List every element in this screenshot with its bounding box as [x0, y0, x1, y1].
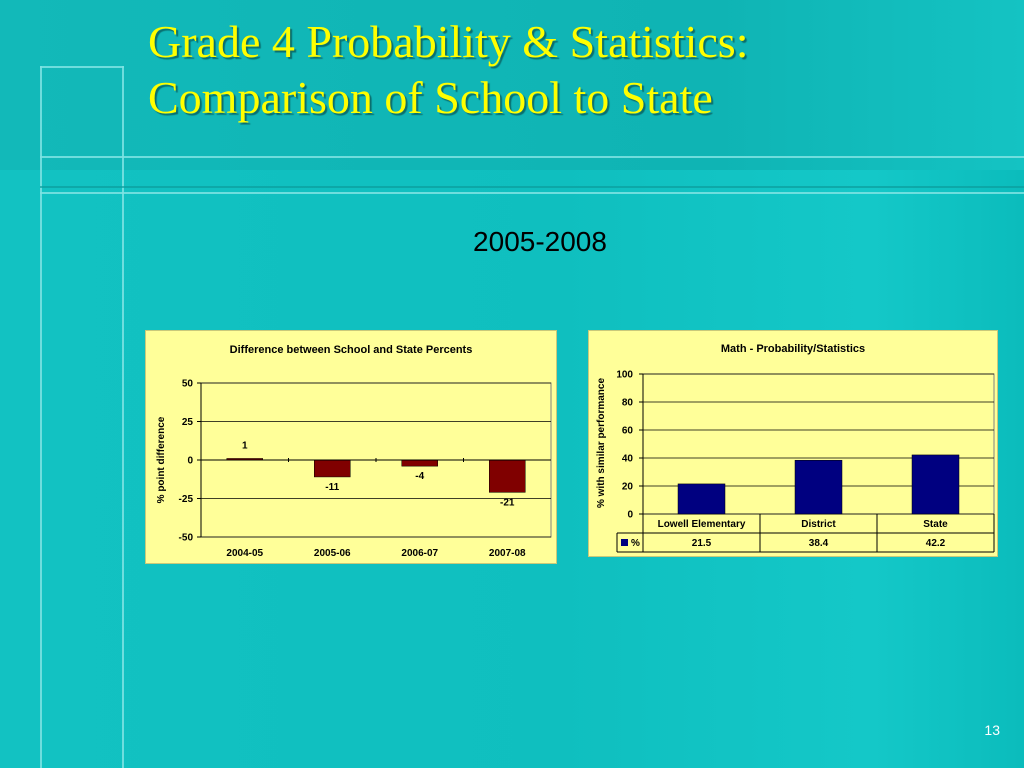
- title-line-2: Comparison of School to State: [148, 72, 713, 123]
- performance-chart-svg: Math - Probability/Statistics % with sim…: [596, 343, 995, 553]
- x-tick-label-2005-06: 2005-06: [314, 548, 351, 559]
- y-tick-label: 0: [627, 510, 633, 521]
- data-label-2004-05: 1: [242, 440, 248, 451]
- y-tick-label: -25: [179, 494, 194, 505]
- y-tick-label: 20: [622, 482, 634, 493]
- data-label-2005-06: -11: [325, 482, 339, 493]
- category-label-district: District: [801, 519, 836, 530]
- frame-line-mid-1: [40, 156, 1024, 158]
- x-tick-label-2004-05: 2004-05: [226, 548, 263, 559]
- difference-chart-y-axis-title: % point difference: [156, 416, 167, 503]
- bar-2007-08: [489, 459, 526, 493]
- legend-label: %: [631, 538, 640, 549]
- bar-state: [911, 454, 960, 515]
- x-tick-label-2007-08: 2007-08: [489, 548, 526, 559]
- frame-line-left-inner: [122, 66, 124, 768]
- y-tick-label: 40: [622, 454, 634, 465]
- x-tick-label-2006-07: 2006-07: [401, 548, 438, 559]
- category-label-lowell-elementary: Lowell Elementary: [658, 519, 746, 530]
- slide-number: 13: [984, 722, 1000, 738]
- table-value-lowell-elementary: 21.5: [692, 538, 712, 549]
- category-label-state: State: [923, 519, 948, 530]
- table-value-state: 42.2: [926, 538, 946, 549]
- slide-subtitle: 2005-2008: [473, 226, 607, 257]
- y-tick-label: 100: [616, 370, 633, 381]
- frame-line-top: [40, 66, 124, 68]
- difference-chart: Difference between School and State Perc…: [145, 330, 557, 564]
- title-band: [0, 0, 1024, 170]
- bar-district: [794, 459, 843, 515]
- difference-chart-title: Difference between School and State Perc…: [230, 344, 473, 356]
- frame-line-left-outer: [40, 66, 42, 768]
- y-tick-label: 0: [187, 456, 193, 467]
- table-value-district: 38.4: [809, 538, 829, 549]
- title-line-1: Grade 4 Probability & Statistics:: [148, 16, 749, 67]
- bar-2005-06: [314, 459, 351, 478]
- frame-line-mid-2: [40, 186, 1024, 188]
- data-label-2006-07: -4: [415, 471, 424, 482]
- difference-chart-svg: Difference between School and State Perc…: [156, 344, 552, 559]
- slide-title: Grade 4 Probability & Statistics: Compar…: [148, 14, 988, 126]
- bar-lowell-elementary: [677, 483, 726, 515]
- performance-chart-plot: 100 80 60 40 20 0% Lowell Elementary 21.5 Distri…: [616, 370, 995, 553]
- legend-key: [621, 539, 628, 546]
- data-label-2007-08: -21: [500, 497, 515, 508]
- performance-chart: Math - Probability/Statistics % with sim…: [588, 330, 998, 557]
- performance-chart-y-axis-title: % with similar performance: [596, 378, 607, 508]
- y-tick-label: 80: [622, 398, 634, 409]
- frame-line-mid-3: [40, 192, 1024, 194]
- y-tick-label: 50: [182, 379, 194, 390]
- bar-2006-07: [401, 459, 438, 467]
- y-tick-label: -50: [179, 533, 194, 544]
- difference-chart-plot: 50 25 0 -25 -50 1 2004-05 -11 2005-06 -4 2006-07 -2…: [179, 379, 552, 559]
- y-tick-label: 25: [182, 417, 194, 428]
- performance-chart-title: Math - Probability/Statistics: [721, 343, 865, 355]
- y-tick-label: 60: [622, 426, 634, 437]
